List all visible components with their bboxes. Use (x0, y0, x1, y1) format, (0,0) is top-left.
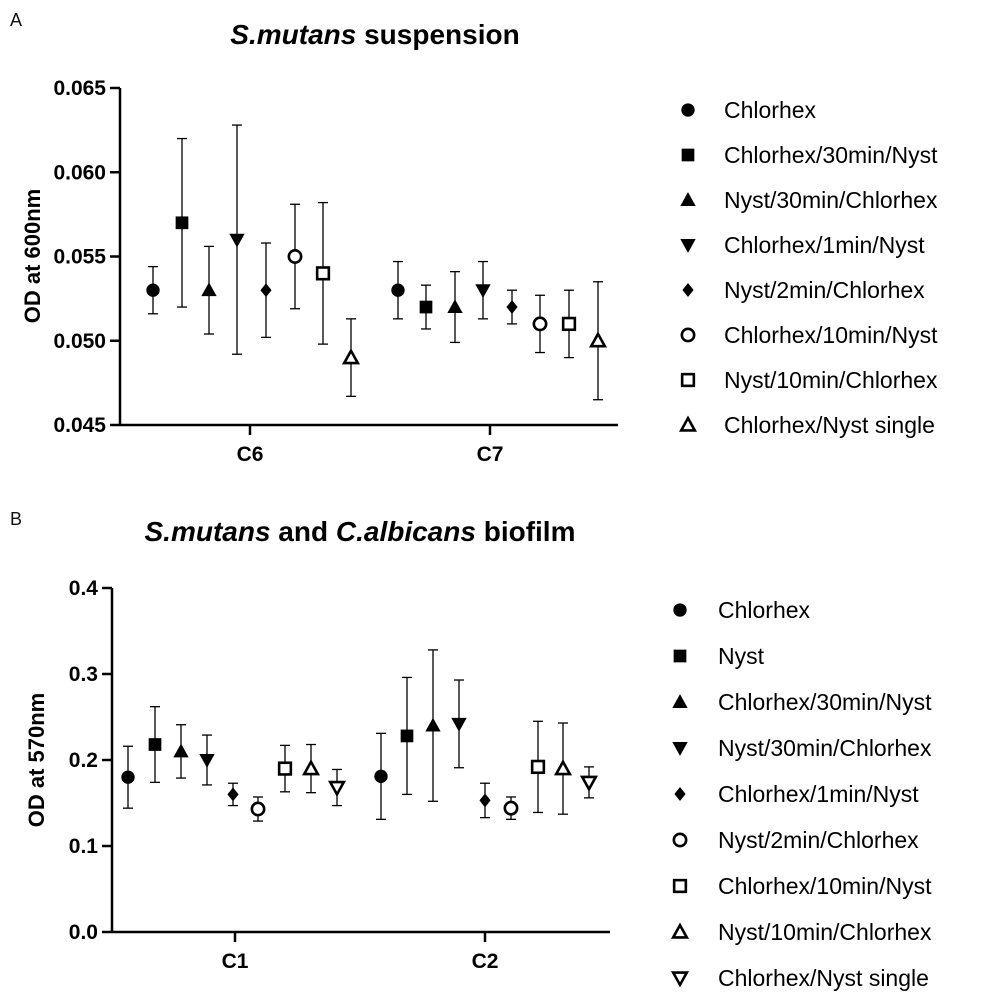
panel-b-legend-marker (673, 603, 687, 617)
panel-a-legend-label: Chlorhex/10min/Nyst (724, 322, 938, 348)
panel-b-legend-label: Chlorhex/30min/Nyst (718, 689, 932, 715)
panel-b-title-part-4: biofilm (476, 516, 576, 547)
panel-b-legend-marker (672, 878, 688, 894)
panel-b-legend-label: Chlorhex/1min/Nyst (718, 781, 919, 807)
panel-a-legend-label: Chlorhex/Nyst single (724, 412, 935, 438)
panel-a-legend-label: Chlorhex (724, 97, 817, 123)
panel-b-data-point (227, 787, 239, 802)
panel-b-x-tick-label: C1 (222, 950, 249, 973)
panel-a-data-point (588, 331, 608, 348)
panel-b-data-point (451, 717, 467, 732)
panel-a-title-italic: S.mutans (230, 19, 356, 50)
panel-a-legend-marker (678, 415, 698, 432)
panel-b-data-point (173, 743, 189, 758)
panel-a-data-point (315, 266, 331, 281)
panel-b-legend-marker (670, 922, 690, 939)
panel-a-legend-label: Nyst/10min/Chlorhex (724, 367, 938, 393)
panel-b-legend-label: Nyst/30min/Chlorhex (718, 735, 932, 761)
panel-a-data-point (201, 282, 217, 297)
panel-b-data-point (425, 717, 441, 732)
panel-a-legend-marker (681, 148, 695, 162)
panel-b-chart: B S.mutans and C.albicans biofilm OD at … (10, 509, 932, 991)
panel-b-data-point (327, 780, 347, 798)
panel-a-data-point (260, 283, 272, 298)
panel-a-legend-marker (680, 372, 696, 388)
panel-b-x-tick-label: C2 (472, 950, 499, 973)
panel-a-legend-label: Chlorhex/30min/Nyst (724, 142, 938, 168)
panel-b-legend-label: Nyst/2min/Chlorhex (718, 827, 919, 853)
panel-b-title-part-1: S.mutans (145, 516, 271, 547)
panel-a-data-point (561, 316, 577, 332)
panel-a-legend-label: Nyst/2min/Chlorhex (724, 277, 925, 303)
panel-b-y-tick-label: 0.2 (69, 749, 98, 772)
panel-a-y-axis-label: OD at 600nm (20, 189, 45, 324)
panel-b-y-tick-label: 0.3 (69, 663, 98, 686)
panel-a-data-point (391, 283, 405, 297)
panel-a-legend-marker (680, 327, 696, 343)
panel-b-data-point (301, 759, 321, 776)
panel-a-y-tick-label: 0.055 (53, 246, 106, 269)
panel-b-title-part-3: C.albicans (336, 516, 476, 547)
panel-a-data-point (475, 284, 491, 299)
panel-b-legend-marker (673, 649, 687, 663)
panel-a-legend-marker (682, 283, 694, 297)
panel-letter-a: A (10, 10, 22, 30)
panel-a-y-tick-label: 0.065 (53, 77, 106, 100)
panel-b-legend-marker (672, 694, 688, 708)
panel-a-data-point (146, 283, 160, 297)
panel-a-data-point (341, 348, 361, 365)
panel-b-legend-marker (672, 832, 688, 848)
panel-a-title-rest: suspension (356, 19, 519, 50)
panel-a-data-point (506, 300, 518, 315)
panel-letter-b: B (10, 509, 22, 529)
panel-b-title: S.mutans and C.albicans biofilm (145, 516, 576, 547)
panel-b-legend-label: Chlorhex (718, 597, 811, 623)
panel-a-legend-marker (680, 239, 696, 253)
panel-b-data-point (579, 775, 599, 792)
panel-b-legend-label: Chlorhex/Nyst single (718, 965, 929, 991)
panel-a-legend-label: Chlorhex/1min/Nyst (724, 232, 925, 258)
panel-b-y-tick-label: 0.1 (69, 835, 99, 858)
panel-b-data-point (199, 754, 215, 768)
panel-b-legend-marker (670, 971, 690, 988)
panel-a-y-tick-label: 0.045 (53, 414, 106, 437)
panel-a-data-point (447, 299, 463, 314)
panel-a-legend-marker (680, 192, 696, 206)
panel-b-data-point (374, 769, 388, 784)
panel-a-legend-marker (681, 103, 695, 117)
panel-b-data-point (479, 793, 491, 808)
panel-a-data-point (287, 249, 303, 264)
panel-b-data-point (148, 738, 162, 751)
panel-a-y-tick-label: 0.060 (53, 161, 106, 184)
panel-b-data-point (250, 801, 266, 817)
panel-b-legend-label: Nyst (718, 643, 765, 669)
panel-a-data-point (175, 216, 189, 230)
panel-b-data-point (553, 759, 573, 776)
panel-b-legend-label: Nyst/10min/Chlorhex (718, 919, 932, 945)
panel-b-legend-label: Chlorhex/10min/Nyst (718, 873, 932, 899)
panel-a-x-tick-label: C6 (237, 443, 264, 466)
panel-a-legend-label: Nyst/30min/Chlorhex (724, 187, 938, 213)
panel-a-data-point (419, 300, 433, 314)
panel-a-data-point (229, 233, 245, 248)
panel-b-data-point (530, 759, 546, 775)
panel-b-data-point (121, 770, 135, 784)
panel-b-data-point (400, 729, 414, 743)
panel-b-y-tick-label: 0.0 (69, 921, 98, 944)
panel-b-y-axis-label: OD at 570nm (24, 693, 49, 828)
panel-b-title-part-2: and (271, 516, 336, 547)
panel-b-data-point (503, 800, 519, 816)
panel-b-y-tick-label: 0.4 (69, 577, 99, 600)
panel-a-title: S.mutans suspension (230, 19, 519, 50)
panel-a-chart: A S.mutans suspension OD at 600nm 0.045 0… (10, 10, 938, 466)
panel-b-data-point (277, 761, 293, 776)
panel-b-legend-marker (674, 787, 686, 801)
panel-a-x-tick-label: C7 (477, 443, 504, 466)
panel-a-data-point (532, 316, 548, 332)
panel-b-legend-marker (672, 742, 688, 756)
panel-a-y-tick-label: 0.050 (53, 330, 106, 353)
